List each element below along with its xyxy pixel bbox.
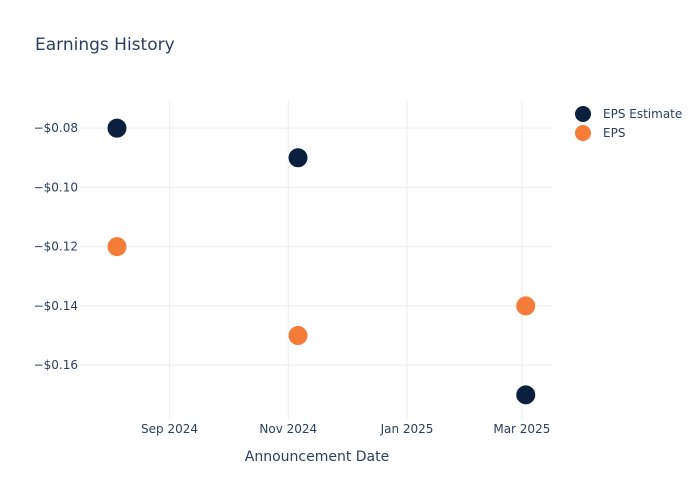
x-tick-label: Jan 2025 (380, 422, 434, 436)
legend-label-eps: EPS (603, 126, 625, 140)
data-points (106, 117, 537, 406)
x-tick-label: Nov 2024 (259, 422, 317, 436)
x-axis-title: Announcement Date (245, 449, 389, 465)
x-tick-label: Mar 2025 (493, 422, 550, 436)
chart-title: Earnings History (35, 35, 175, 55)
eps-estimate-point (515, 384, 537, 406)
eps-point (287, 325, 309, 347)
legend-marker-eps-estimate (575, 106, 591, 122)
y-gridlines (80, 127, 553, 366)
y-tick-labels: −$0.08 −$0.10 −$0.12 −$0.14 −$0.16 (34, 121, 78, 372)
y-tick-label: −$0.08 (34, 121, 78, 135)
x-tick-labels: Sep 2024 Nov 2024 Jan 2025 Mar 2025 (141, 422, 550, 436)
x-tick-label: Sep 2024 (141, 422, 198, 436)
legend: EPS Estimate EPS (575, 106, 682, 141)
eps-point (106, 236, 128, 258)
x-gridlines (169, 100, 523, 420)
y-tick-label: −$0.16 (34, 358, 78, 372)
eps-point (515, 295, 537, 317)
eps-estimate-point (106, 117, 128, 139)
y-tick-label: −$0.12 (34, 240, 78, 254)
eps-estimate-point (287, 147, 309, 169)
y-tick-label: −$0.14 (34, 299, 78, 313)
y-tick-label: −$0.10 (34, 180, 78, 194)
legend-marker-eps (575, 125, 591, 141)
legend-label-eps-estimate: EPS Estimate (603, 107, 682, 121)
